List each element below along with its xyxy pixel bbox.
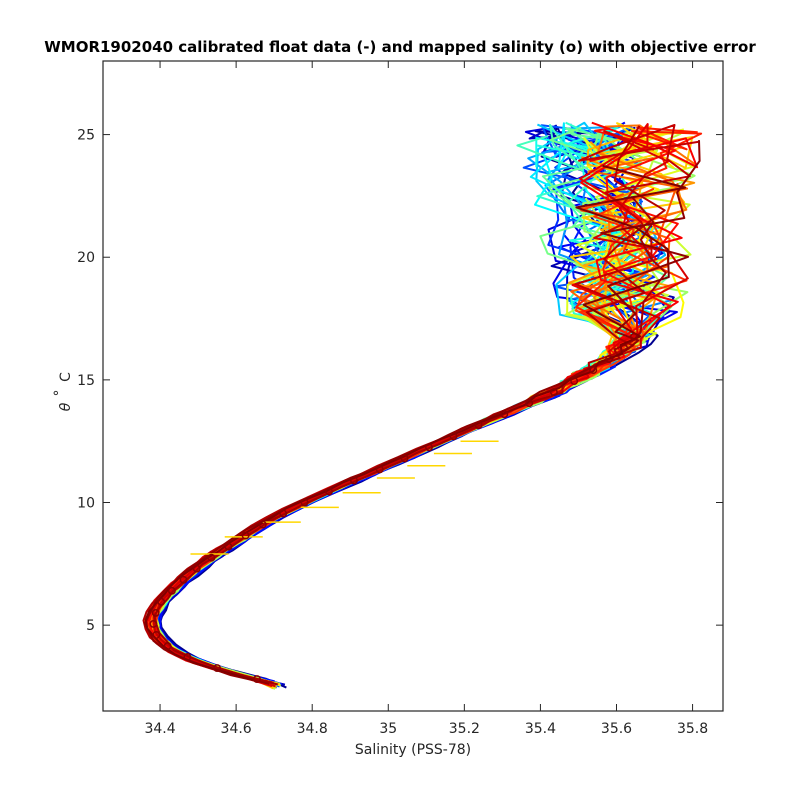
y-tick-label: 25 — [77, 128, 95, 144]
mapped-salinity-marker — [525, 399, 534, 408]
mapped-salinity-marker — [183, 653, 192, 661]
float-profile-line — [145, 126, 643, 683]
mapped-salinity-marker — [629, 332, 638, 341]
mapped-salinity-marker — [151, 608, 160, 617]
y-tick-label: 10 — [77, 496, 95, 512]
float-profile-line — [148, 127, 679, 682]
mapped-salinity-marker — [425, 443, 433, 452]
x-axis-label: Salinity (PSS-78) — [355, 742, 471, 758]
float-profile-line — [156, 124, 642, 686]
chart-title: WMOR1902040 calibrated float data (-) an… — [44, 38, 756, 56]
float-profile-line — [152, 122, 637, 687]
float-profile-line — [143, 140, 701, 685]
mapped-salinity-marker — [605, 355, 614, 363]
mapped-salinity-marker — [375, 465, 384, 474]
x-tick-label: 34.6 — [221, 721, 252, 737]
float-profile-line — [148, 158, 636, 685]
y-axis-label-symbol: θ — [58, 402, 74, 411]
mapped-salinity-marker — [350, 476, 358, 485]
y-tick-label: 20 — [77, 250, 95, 266]
mapped-salinity-marker — [400, 454, 409, 463]
mapped-salinity-marker — [279, 509, 288, 518]
float-profile-line — [154, 131, 656, 682]
x-tick-label: 34.4 — [144, 721, 175, 737]
mapped-salinity-marker — [570, 377, 579, 386]
mapped-salinity-marker — [207, 553, 216, 562]
mapped-salinity-marker — [241, 531, 250, 540]
x-tick-label: 35.8 — [677, 721, 708, 737]
mapped-salinity-marker — [474, 421, 483, 430]
mapped-salinity-marker — [157, 597, 166, 606]
mapped-salinity-marker — [549, 388, 558, 397]
mapped-salinity-marker — [500, 410, 509, 419]
x-tick-label: 35.6 — [601, 721, 632, 737]
x-tick-label: 35 — [379, 721, 397, 737]
mapped-salinity-marker — [253, 675, 261, 684]
x-tick-label: 35.2 — [449, 721, 480, 737]
float-profile-line — [144, 164, 687, 681]
x-tick-label: 35.4 — [525, 721, 556, 737]
mapped-salinity-marker — [213, 664, 222, 673]
y-tick-label: 5 — [86, 618, 95, 634]
mapped-salinity-marker — [152, 631, 161, 639]
mapped-salinity-marker — [258, 520, 267, 529]
float-profile-line — [151, 156, 655, 682]
mapped-salinity-marker — [179, 575, 188, 584]
x-axis: 34.4 34.6 34.8 35 35.2 35.4 35.6 35.8 — [144, 61, 708, 737]
y-axis-label: θ ° C — [52, 372, 74, 411]
mapped-salinity-marker — [300, 498, 309, 507]
mapped-salinity-marker — [163, 642, 172, 650]
mapped-salinity-marker — [167, 586, 176, 595]
mapped-salinity-marker — [224, 542, 233, 551]
mapped-salinity-marker — [449, 432, 458, 441]
float-profile-line — [149, 125, 652, 688]
y-axis-label-degree: ° — [52, 390, 68, 397]
x-tick-label: 34.8 — [297, 721, 328, 737]
profile-lines — [142, 121, 703, 690]
mapped-salinity-marker — [589, 366, 598, 375]
mapped-salinity-marker — [325, 487, 333, 496]
y-axis: 5 10 15 20 25 — [77, 128, 723, 634]
mapped-salinity-marker — [149, 619, 158, 628]
float-profile-line — [147, 204, 660, 682]
y-axis-label-unit: C — [58, 372, 74, 382]
plot-frame — [102, 60, 724, 712]
y-tick-label: 15 — [77, 373, 95, 389]
mapped-salinity-points — [149, 332, 638, 684]
mapped-salinity-marker — [620, 344, 629, 352]
float-profile-line — [146, 121, 645, 683]
mapped-salinity-marker — [192, 564, 201, 573]
objective-error-bars — [190, 440, 499, 555]
